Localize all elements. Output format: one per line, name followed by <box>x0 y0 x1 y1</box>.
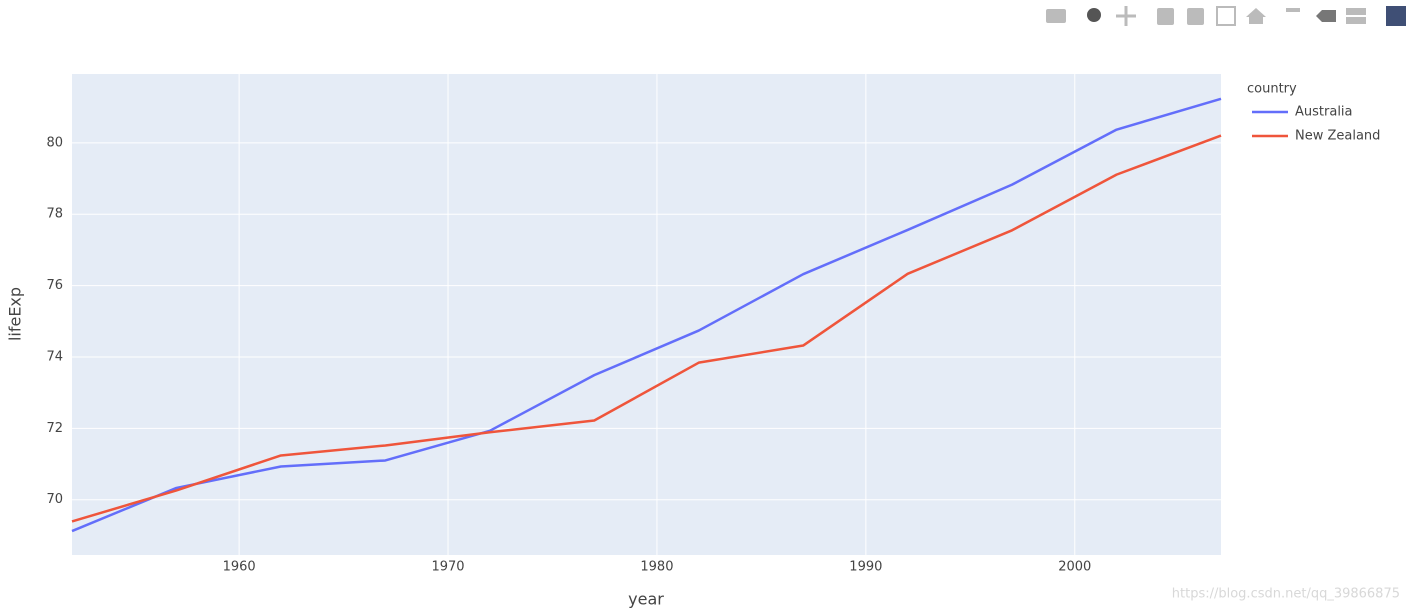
zoom-out-button[interactable] <box>1187 8 1204 25</box>
zoom-button[interactable] <box>1087 8 1101 22</box>
legend-title: country <box>1247 82 1297 97</box>
x-tick-label: 1970 <box>431 560 464 575</box>
y-tick-label: 76 <box>46 278 63 293</box>
y-tick-label: 80 <box>46 135 63 150</box>
plot-area <box>72 74 1221 555</box>
line <box>71 134 1222 523</box>
legend-label: New Zealand <box>1295 129 1380 144</box>
y-tick-label: 74 <box>46 349 63 364</box>
x-axis-title: year <box>628 590 664 609</box>
modebar <box>1046 6 1406 26</box>
watermark: https://blog.csdn.net/qq_39866875 <box>1172 587 1400 602</box>
x-tick-label: 1980 <box>640 560 673 575</box>
y-axis-title: lifeExp <box>6 287 25 341</box>
hover-compare-button[interactable] <box>1346 8 1366 15</box>
hover-closest-button[interactable] <box>1316 10 1336 22</box>
autoscale-button[interactable] <box>1216 6 1236 26</box>
line <box>71 97 1222 533</box>
plotly-logo[interactable] <box>1386 6 1406 26</box>
camera-button[interactable] <box>1046 9 1066 23</box>
x-tick-label: 2000 <box>1058 560 1091 575</box>
zoom-in-button[interactable] <box>1157 8 1174 25</box>
legend-label: Australia <box>1295 105 1353 120</box>
y-tick-label: 72 <box>46 421 63 436</box>
y-tick-label: 70 <box>46 492 63 507</box>
x-tick-label: 1990 <box>849 560 882 575</box>
reset-button[interactable] <box>1246 8 1266 24</box>
hover-compare-button[interactable] <box>1346 17 1366 24</box>
spike-button[interactable] <box>1286 8 1300 12</box>
x-tick-label: 1960 <box>223 560 256 575</box>
pan-button[interactable] <box>1116 6 1136 26</box>
y-tick-label: 78 <box>46 207 63 222</box>
